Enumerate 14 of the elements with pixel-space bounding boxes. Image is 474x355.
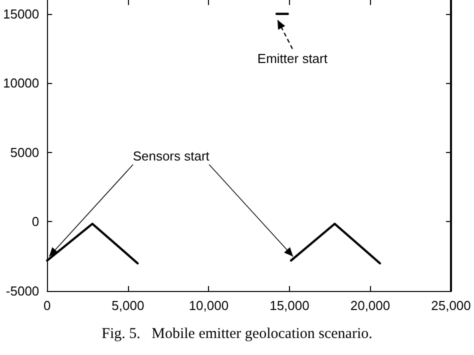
x-tick-label: 15,000 <box>270 298 310 313</box>
annotation: Emitter start <box>257 50 328 66</box>
x-tick-label: 10,000 <box>188 298 229 313</box>
x-tick-label: 20,000 <box>350 298 390 313</box>
x-tick-label: 0 <box>44 298 51 313</box>
caption: Fig. 5. Mobile emitter geolocation scenario. <box>100 326 374 343</box>
y-tick-label: 0 <box>32 214 40 230</box>
annotation: Sensors start <box>132 148 210 164</box>
y-tick-label: 15000 <box>2 6 40 22</box>
y-tick-label: 10000 <box>2 76 40 91</box>
x-tick-label: 25,000 <box>431 298 471 313</box>
y-tick-label: 5000 <box>10 144 40 160</box>
y-tick-label: -5000 <box>6 284 40 298</box>
x-tick-label: 5,000 <box>112 298 144 313</box>
